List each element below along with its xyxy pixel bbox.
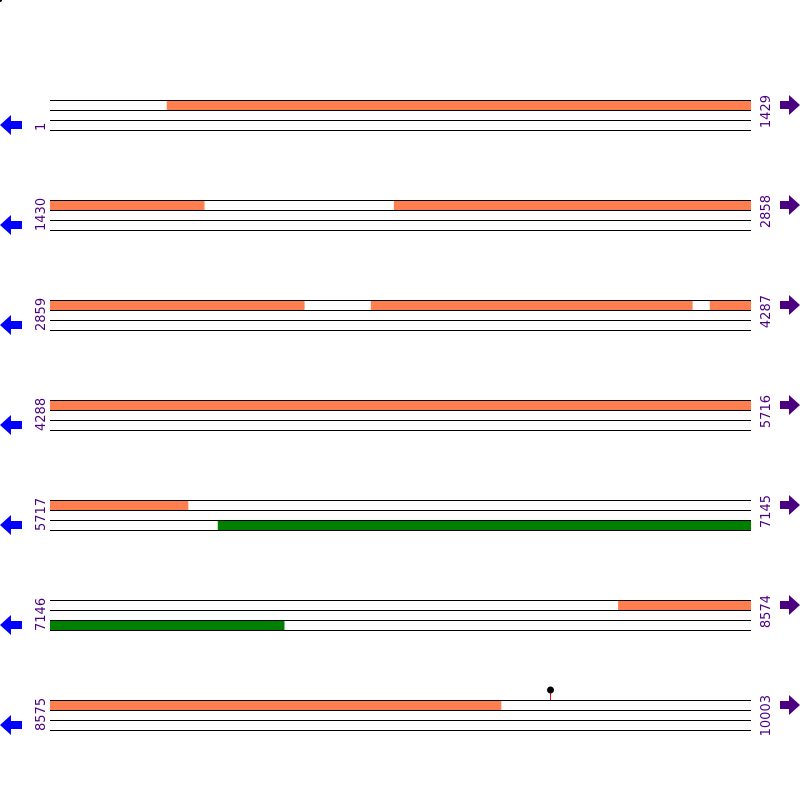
arrow-right-icon	[780, 295, 800, 315]
reverse-feature	[217, 520, 752, 530]
arrow-right-icon	[780, 195, 800, 215]
map-row: 8575 10003	[0, 686, 800, 736]
forward-feature	[393, 200, 751, 210]
arrow-right-icon	[780, 595, 800, 615]
map-row: 5717 7145	[0, 495, 800, 535]
row-start-label: 7146	[34, 598, 49, 631]
row-start-label: 8575	[34, 698, 49, 731]
map-row: 1 1429	[0, 95, 800, 135]
forward-feature	[370, 300, 693, 310]
row-end-label: 7145	[759, 495, 774, 528]
map-row: 4288 5716	[0, 395, 800, 435]
arrow-left-icon	[0, 715, 22, 735]
row-end-label: 10003	[759, 695, 774, 736]
row-end-label: 4287	[759, 295, 774, 328]
forward-feature	[50, 500, 189, 510]
row-start-label: 5717	[34, 498, 49, 531]
arrow-left-icon	[0, 415, 22, 435]
arrow-right-icon	[780, 395, 800, 415]
row-end-label: 1429	[759, 95, 774, 128]
forward-feature	[50, 300, 305, 310]
arrow-right-icon	[780, 495, 800, 515]
row-start-label: 1430	[34, 198, 49, 231]
row-start-label: 4288	[34, 398, 49, 431]
arrow-left-icon	[0, 315, 22, 335]
forward-feature	[50, 700, 502, 710]
arrow-left-icon	[0, 115, 22, 135]
corner-dot	[0, 0, 2, 2]
map-row: 7146 8574	[0, 595, 800, 635]
reverse-feature	[50, 620, 285, 630]
row-end-label: 2858	[759, 195, 774, 228]
row-end-label: 8574	[759, 595, 774, 628]
map-row: 2859 4287	[0, 295, 800, 335]
forward-feature	[709, 300, 751, 310]
arrow-right-icon	[780, 95, 800, 115]
arrow-right-icon	[780, 695, 800, 715]
arrow-left-icon	[0, 615, 22, 635]
arrow-left-icon	[0, 515, 22, 535]
forward-feature	[166, 100, 751, 110]
arrow-left-icon	[0, 215, 22, 235]
row-end-label: 5716	[759, 395, 774, 428]
row-start-label: 2859	[34, 298, 49, 331]
forward-feature	[618, 600, 751, 610]
map-row: 1430 2858	[0, 195, 800, 235]
forward-feature	[50, 400, 751, 410]
site-marker-head	[547, 686, 554, 694]
row-start-label: 1	[34, 123, 49, 131]
forward-feature	[50, 200, 205, 210]
